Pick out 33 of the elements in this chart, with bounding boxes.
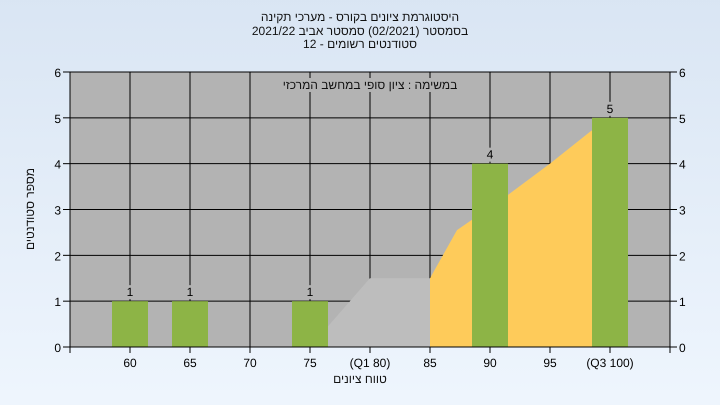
y2tick: 2 (679, 249, 686, 264)
y2tick: 6 (679, 66, 686, 80)
xtick: 85 (423, 356, 437, 370)
ytick: 5 (54, 112, 61, 126)
xtick: (Q1 80) (350, 356, 390, 370)
data-label: 1 (126, 285, 134, 300)
ytick: 6 (54, 66, 61, 80)
xtick: 95 (543, 356, 557, 370)
xtick: 65 (183, 356, 197, 370)
data-label: 4 (486, 148, 494, 162)
data-label: 1 (306, 285, 314, 300)
ylabel: מספר סטודנטים (23, 166, 37, 252)
ytick: 2 (54, 249, 61, 264)
y2tick: 1 (679, 295, 686, 310)
xtick: 70 (243, 356, 257, 370)
ytick: 0 (54, 341, 61, 355)
y2tick: 4 (679, 158, 686, 172)
subtitle: בסמסטר (02/2021) סמסטר אביב 2021/22 (250, 24, 470, 38)
y2tick: 5 (679, 112, 686, 126)
xtick: (Q3 100) (586, 356, 634, 370)
xtick: 60 (123, 356, 137, 370)
xlabel: טווח ציונים (332, 372, 388, 386)
data-label: 5 (606, 102, 614, 116)
y2tick: 3 (679, 204, 686, 218)
y2tick: 0 (679, 341, 686, 355)
xtick: 75 (303, 356, 317, 370)
ytick: 1 (54, 295, 61, 310)
ytick: 4 (54, 158, 61, 172)
title: היסטוגרמת ציונים בקורס - מערכי תקינה (260, 10, 460, 24)
ytick: 3 (54, 204, 61, 218)
subtitle: סטודנטים רשומים - 12 (302, 37, 417, 51)
xtick: 90 (483, 356, 497, 370)
data-label: 1 (186, 285, 194, 300)
